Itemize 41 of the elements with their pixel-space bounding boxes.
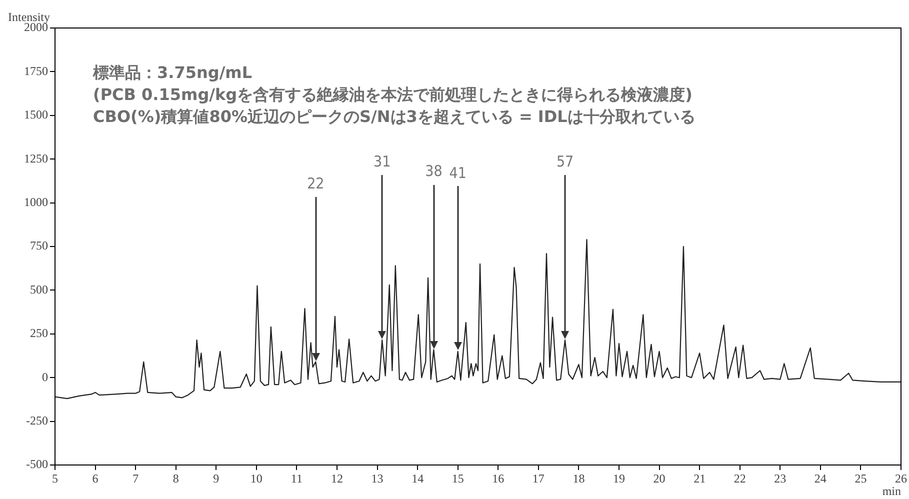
annotation: 38	[425, 162, 442, 180]
y-tick-label: -250	[26, 413, 48, 428]
x-tick-label: 17	[532, 471, 544, 486]
y-tick-label: -500	[26, 457, 48, 472]
x-tick-label: 13	[371, 471, 384, 486]
y-tick-label: 1500	[24, 108, 48, 122]
y-tick-label: 750	[30, 238, 48, 253]
y-tick-label: 0	[42, 370, 48, 384]
x-tick-label: 16	[492, 471, 504, 486]
annotation: 22	[307, 174, 324, 192]
y-tick-label: 500	[30, 282, 48, 296]
annotation: 41	[449, 164, 466, 182]
x-tick-label: 25	[854, 471, 867, 486]
x-tick-label: 6	[92, 471, 98, 486]
annotation: 31	[374, 152, 391, 170]
x-tick-label: 20	[653, 471, 666, 486]
x-tick-label: 12	[331, 471, 343, 486]
y-tick-label: 1000	[24, 194, 48, 209]
annotation: (PCB 0.15mg/kgを含有する絶縁油を本法で前処理したときに得られる検液濃度)	[93, 85, 692, 104]
x-tick-label: 11	[290, 471, 302, 486]
y-tick-label: 1250	[24, 151, 48, 166]
x-tick-label: 26	[895, 471, 907, 486]
annotation: 標準品：3.75ng/mL	[92, 63, 252, 82]
x-tick-label: 10	[250, 471, 262, 486]
x-tick-label: 8	[172, 471, 179, 486]
x-tick-label: 19	[613, 471, 625, 486]
x-tick-label: 5	[52, 471, 58, 486]
x-tick-label: 22	[734, 471, 746, 486]
x-tick-label: 14	[412, 471, 424, 486]
annotation: 57	[556, 152, 574, 170]
x-tick-label: 24	[814, 471, 826, 486]
x-tick-label: 7	[132, 471, 139, 486]
y-tick-label: 250	[30, 326, 48, 340]
x-tick-label: 18	[572, 471, 585, 486]
x-tick-label: 21	[694, 471, 706, 486]
annotation: CBO(%)積算値80%近辺のピークのS/Nは3を超えている = IDLは十分取れている	[93, 107, 696, 126]
x-tick-label: 23	[774, 471, 786, 486]
y-tick-label: 1750	[24, 64, 48, 78]
x-tick-label: 15	[452, 471, 464, 486]
x-axis-title: min	[882, 484, 901, 498]
x-tick-label: 9	[213, 471, 220, 486]
